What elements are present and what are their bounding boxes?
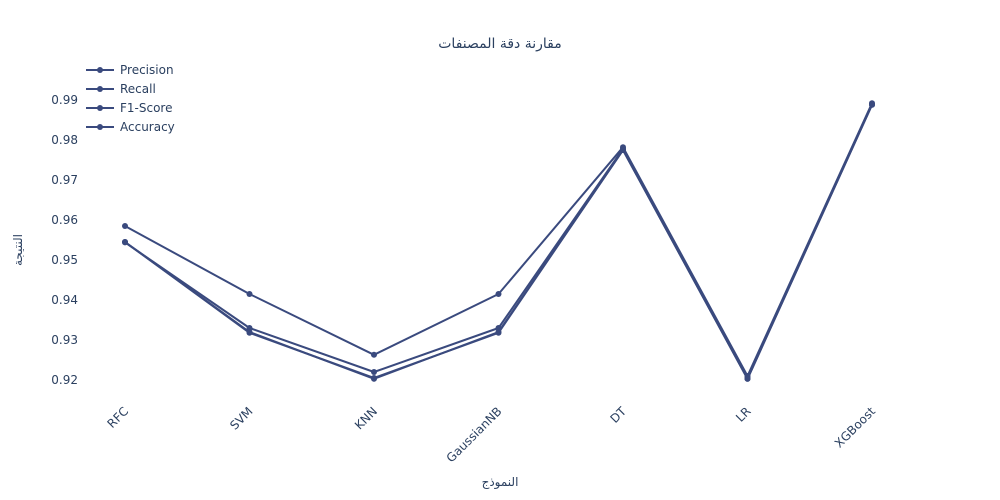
data-point <box>246 325 253 331</box>
series-line <box>124 104 873 380</box>
y-tick-label: 0.94 <box>51 293 78 307</box>
y-tick-label: 0.99 <box>51 93 78 107</box>
legend-item: Recall <box>86 82 156 96</box>
legend-marker <box>97 86 103 92</box>
data-point <box>620 147 626 153</box>
y-tick-label: 0.97 <box>51 173 78 187</box>
legend-label: Precision <box>120 63 174 77</box>
legend-item: Precision <box>86 63 174 77</box>
x-tick-label: RFC <box>105 404 132 431</box>
x-axis: RFC SVM KNN GaussianNB DT LR XGBoost <box>105 404 879 465</box>
data-point <box>122 239 128 245</box>
y-tick-label: 0.95 <box>51 253 78 267</box>
series-accuracy <box>122 101 875 382</box>
data-point <box>246 291 253 297</box>
data-point <box>495 291 502 297</box>
legend-marker <box>97 124 103 130</box>
y-tick-label: 0.96 <box>51 213 78 227</box>
data-point <box>246 329 253 336</box>
series-f1-score <box>122 101 875 381</box>
data-point <box>371 375 377 381</box>
x-tick-label: LR <box>733 404 754 425</box>
series-precision <box>122 100 875 379</box>
y-tick-label: 0.92 <box>51 373 78 387</box>
y-tick-label: 0.98 <box>51 133 78 147</box>
chart-title: مقارنة دقة المصنفات <box>438 36 561 52</box>
series-recall <box>122 101 875 382</box>
y-axis-title: النتيجة <box>11 234 25 266</box>
x-tick-label: KNN <box>352 404 380 432</box>
series-line <box>124 104 873 380</box>
data-point <box>122 223 128 229</box>
series-layer <box>122 100 875 382</box>
data-point <box>371 369 377 375</box>
data-point <box>495 329 502 336</box>
y-axis: 0.92 0.93 0.94 0.95 0.96 0.97 0.98 0.99 <box>51 93 78 387</box>
data-point <box>744 375 751 382</box>
legend-item: F1-Score <box>86 101 172 115</box>
legend-label: Recall <box>120 82 156 96</box>
legend-marker <box>97 67 103 73</box>
data-point <box>869 101 875 108</box>
legend: Precision Recall F1-Score Accuracy <box>86 63 175 134</box>
data-point <box>371 351 377 358</box>
x-tick-label: SVM <box>227 404 255 432</box>
x-tick-label: GaussianNB <box>444 404 505 465</box>
legend-marker <box>97 105 103 111</box>
x-tick-label: XGBoost <box>832 404 878 450</box>
x-axis-title: النموذج <box>482 475 519 490</box>
legend-item: Accuracy <box>86 120 175 134</box>
legend-label: F1-Score <box>120 101 172 115</box>
y-tick-label: 0.93 <box>51 333 78 347</box>
series-line <box>124 103 873 379</box>
legend-label: Accuracy <box>120 120 175 134</box>
x-tick-label: DT <box>607 404 629 426</box>
